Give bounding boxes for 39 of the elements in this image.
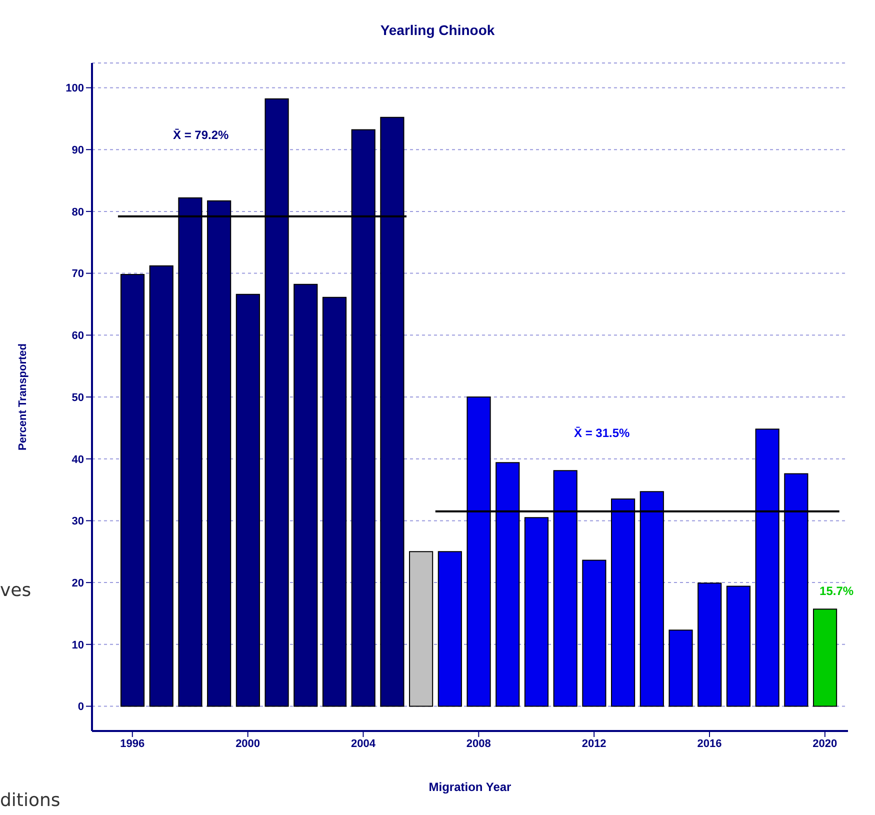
y-axis-title: Percent Transported bbox=[16, 344, 29, 450]
x-tick-label: 2016 bbox=[697, 738, 722, 750]
chart-title: Yearling Chinook bbox=[379, 22, 496, 38]
bar bbox=[120, 274, 145, 707]
bar bbox=[582, 560, 606, 707]
annotation: X̄ = 31.5% bbox=[574, 426, 630, 440]
y-tick-label: 100 bbox=[66, 82, 84, 95]
bar bbox=[438, 551, 462, 707]
bar bbox=[698, 582, 722, 707]
bar bbox=[668, 630, 693, 707]
bar bbox=[149, 265, 174, 707]
annotation: X̄ = 79.2% bbox=[173, 128, 229, 142]
x-tick-label: 2004 bbox=[350, 738, 376, 750]
bar bbox=[409, 551, 434, 707]
y-tick-label: 60 bbox=[72, 330, 84, 342]
text: ditions bbox=[0, 790, 60, 811]
y-tick-label: 30 bbox=[72, 516, 84, 528]
data-label: 15.7% bbox=[820, 584, 854, 598]
y-tick-label: 10 bbox=[72, 639, 84, 652]
x-tick-label: 2008 bbox=[466, 738, 491, 750]
y-tick-label: 80 bbox=[72, 206, 84, 218]
y-tick-label: 0 bbox=[78, 701, 84, 714]
bar bbox=[524, 517, 549, 707]
bar bbox=[236, 294, 260, 707]
y-tick-label: 90 bbox=[72, 144, 84, 156]
x-tick-label: 1996 bbox=[120, 738, 145, 750]
x-tick-label: 2020 bbox=[812, 738, 838, 750]
text: ves bbox=[0, 580, 32, 601]
y-tick-label: 70 bbox=[72, 268, 84, 280]
y-tick-label: 20 bbox=[72, 577, 84, 590]
y-tick-label: 50 bbox=[72, 392, 84, 404]
bar bbox=[322, 296, 347, 707]
bar bbox=[294, 284, 318, 707]
x-tick-label: 2012 bbox=[582, 738, 606, 750]
x-axis-title: Migration Year bbox=[428, 780, 512, 794]
bar bbox=[726, 586, 751, 707]
x-tick-label: 2000 bbox=[236, 738, 260, 750]
bar bbox=[812, 608, 838, 707]
y-tick-label: 40 bbox=[72, 454, 84, 466]
